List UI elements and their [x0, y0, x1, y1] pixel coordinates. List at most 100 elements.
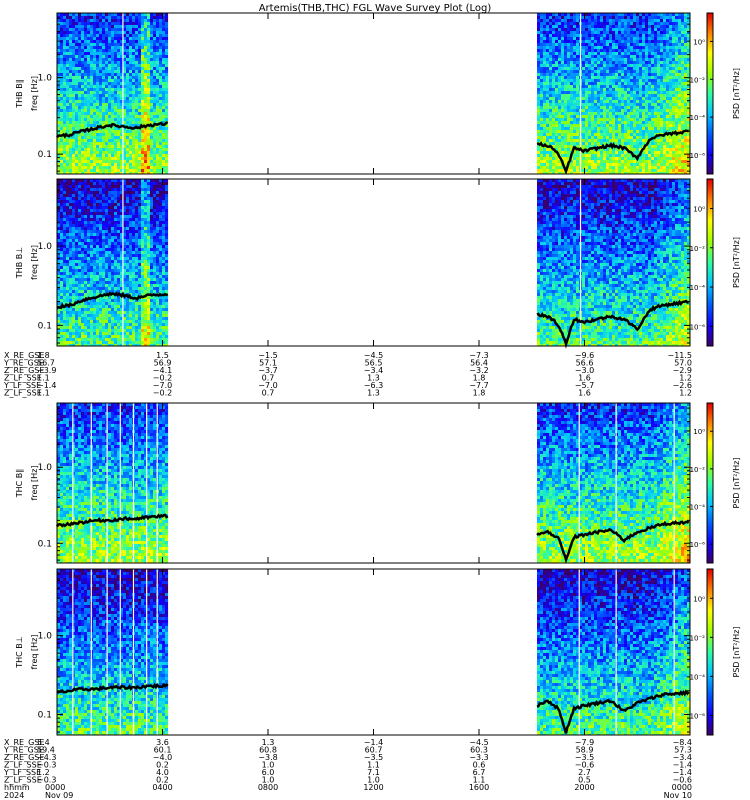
time-tick-label: 1600 — [469, 783, 489, 792]
ephemeris-value: −4.3 — [37, 753, 56, 762]
chart-title: Artemis(THB,THC) FGL Wave Survey Plot (L… — [259, 3, 492, 14]
ephemeris-value: 56.5 — [365, 359, 383, 368]
spectrogram-panel: 0.1 1.0 THC B∥ freq [Hz] 10⁰ 10⁻² 10⁻⁴ 10⁻⁶ PSD … — [15, 402, 741, 564]
ephemeris-value: 57.3 — [674, 746, 692, 755]
ephemeris-value: 1.0 — [367, 776, 380, 785]
ephemeris-value: 1.8 — [37, 351, 50, 360]
colorbar-tick-label: 10⁻⁶ — [690, 152, 706, 160]
ephemeris-row-label: X_RE_GSE — [4, 351, 44, 360]
ephemeris-value: −2.6 — [673, 381, 692, 390]
ephemeris-value: −1.4 — [673, 768, 692, 777]
ephemeris-value: −7.3 — [469, 351, 488, 360]
y-axis-probe-label: THB B⊥ — [15, 247, 24, 279]
y-axis-probe-label: THB B∥ — [15, 79, 24, 108]
ephemeris-value: −3.5 — [364, 753, 383, 762]
ephemeris-row-label: Y_RE_GSE — [3, 359, 44, 368]
ephemeris-value: 0.7 — [262, 374, 275, 383]
spectrogram-panel: 0.1 1.0 THC B⊥ freq [Hz] 10⁰ 10⁻² 10⁻⁴ 10⁻⁶ PSD … — [15, 568, 741, 736]
ephemeris-value: −0.2 — [153, 374, 172, 383]
colorbar-tick-label: 10⁻⁴ — [690, 284, 706, 292]
ephemeris-row-label: Z_LF_SSE — [4, 776, 42, 785]
spectrogram-panels: 0.1 1.0 THB B∥ freq [Hz] 10⁰ 10⁻² 10⁻⁴ 10⁻⁶ PSD … — [15, 12, 741, 736]
ephemeris-value: −0.6 — [575, 761, 594, 770]
ephemeris-value: 1.3 — [367, 389, 380, 398]
ephemeris-value: 0.6 — [473, 761, 486, 770]
ephemeris-value: −9.6 — [575, 351, 594, 360]
time-tick-label: 0800 — [258, 783, 278, 792]
ephemeris-row-label: Z_LF_SSE — [4, 761, 42, 770]
ephemeris-value: −7.0 — [153, 381, 172, 390]
time-tick-date: Nov 10 — [664, 791, 692, 800]
ephemeris-value: −3.7 — [258, 366, 277, 375]
ephemeris-value: 0.2 — [156, 761, 169, 770]
ephemeris-value: −0.2 — [153, 389, 172, 398]
time-tick-label: 0000 — [45, 783, 65, 792]
ephemeris-value: −1.4 — [364, 738, 383, 747]
ephemeris-value: 0.5 — [578, 776, 591, 785]
y-tick-label: 1.0 — [38, 463, 53, 473]
ephemeris-value: −5.7 — [575, 381, 594, 390]
ephemeris-value: 1.2 — [37, 768, 50, 777]
ephemeris-value: 2.7 — [578, 768, 591, 777]
colorbar-label: PSD [nT²/Hz] — [732, 237, 741, 288]
colorbar-tick-label: 10⁰ — [693, 595, 705, 603]
ephemeris-value: 60.7 — [365, 746, 383, 755]
time-tick-label: 2000 — [574, 783, 594, 792]
ephemeris-value: 1.6 — [578, 389, 591, 398]
ephemeris-value: 1.1 — [37, 374, 50, 383]
y-tick-label: 1.0 — [38, 242, 53, 252]
time-tick-label: 1200 — [363, 783, 383, 792]
time-axis-year-label: 2024 — [4, 791, 24, 800]
ephemeris-row-label: X_RE_GSE — [4, 738, 44, 747]
ephemeris-value: −0.3 — [37, 776, 56, 785]
colorbar — [706, 568, 714, 736]
ephemeris-row-label: Z_LF_SSE — [4, 374, 42, 383]
y-tick-label: 0.1 — [38, 150, 52, 160]
colorbar — [706, 12, 714, 175]
ephemeris-value: −0.6 — [673, 776, 692, 785]
ephemeris-value: 1.2 — [679, 374, 692, 383]
colorbar-tick-label: 10⁰ — [693, 205, 705, 213]
ephemeris-value: −4.5 — [364, 351, 383, 360]
ephemeris-value: −4.0 — [153, 753, 172, 762]
colorbar-tick-label: 10⁻² — [690, 76, 706, 84]
colorbar-label: PSD [nT²/Hz] — [732, 68, 741, 119]
frequency-trace-line — [536, 129, 689, 175]
ephemeris-value: 1.0 — [262, 761, 275, 770]
y-axis-unit-label: freq [Hz] — [30, 635, 39, 670]
ephemeris-value: 56.7 — [37, 359, 55, 368]
ephemeris-value: 56.6 — [576, 359, 594, 368]
frequency-trace-line — [536, 299, 689, 349]
colorbar-tick-label: 10⁻² — [690, 466, 706, 474]
ephemeris-value: −7.9 — [575, 738, 594, 747]
ephemeris-value: 60.3 — [470, 746, 488, 755]
ephemeris-value: −7.0 — [258, 381, 277, 390]
ephemeris-value: 4.0 — [156, 768, 169, 777]
y-tick-label: 0.1 — [38, 321, 52, 331]
ephemeris-value: −3.3 — [469, 753, 488, 762]
time-tick-label: 0400 — [152, 783, 172, 792]
colorbar-label: PSD [nT²/Hz] — [732, 627, 741, 678]
ephemeris-value: −1.5 — [258, 351, 277, 360]
ephemeris-value: −2.9 — [673, 366, 692, 375]
ephemeris-value: −8.4 — [673, 738, 692, 747]
ephemeris-row-label: Z_RE_GSE — [4, 366, 44, 375]
ephemeris-value: 56.9 — [154, 359, 172, 368]
y-axis-unit-label: freq [Hz] — [30, 245, 39, 280]
y-tick-label: 1.0 — [38, 632, 53, 642]
ephemeris-value: −7.7 — [469, 381, 488, 390]
ephemeris-value: 1.5 — [156, 351, 169, 360]
colorbar-tick-label: 10⁻⁴ — [690, 504, 706, 512]
y-axis-unit-label: freq [Hz] — [30, 76, 39, 111]
ephemeris-value: −3.0 — [575, 366, 594, 375]
colorbar-tick-label: 10⁻² — [690, 634, 706, 642]
ephemeris-value: 3.6 — [156, 738, 169, 747]
colorbar-tick-label: 10⁰ — [693, 38, 705, 46]
colorbar-tick-label: 10⁻⁴ — [690, 114, 706, 122]
ephemeris-value: 1.8 — [473, 389, 486, 398]
ephemeris-value: −4.1 — [153, 366, 172, 375]
ephemeris-value: 1.3 — [367, 374, 380, 383]
colorbar-tick-label: 10⁻⁶ — [690, 541, 706, 549]
